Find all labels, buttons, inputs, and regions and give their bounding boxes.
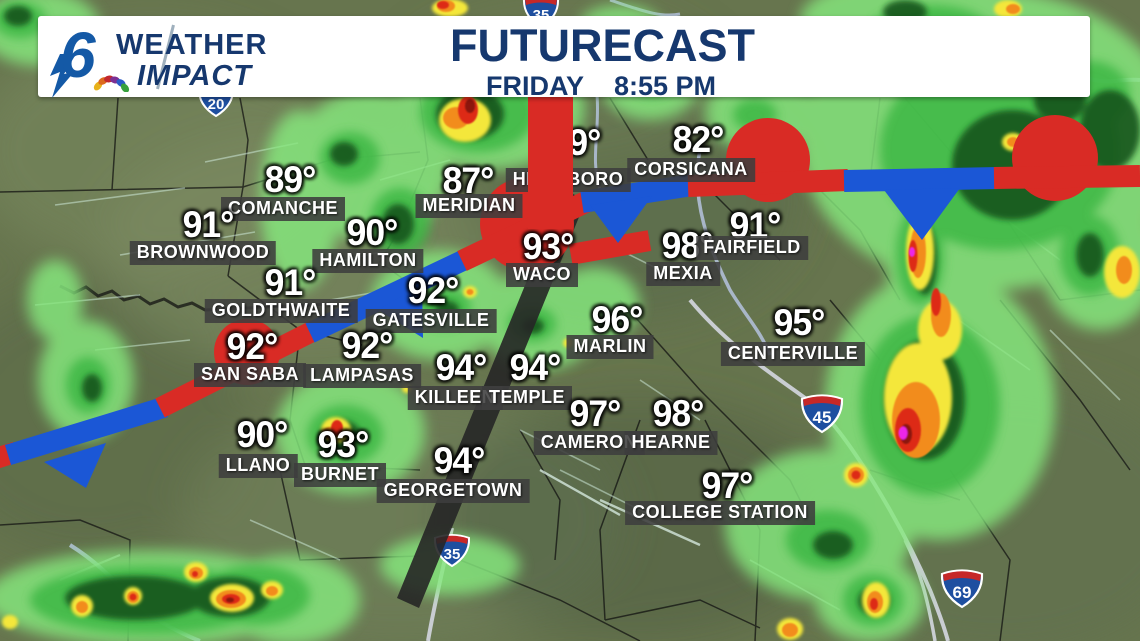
page-title: FUTURECAST [450, 20, 755, 71]
front-band-vertical [528, 96, 573, 229]
city-temperature: 97° [701, 465, 754, 506]
city-temperature: 94° [509, 347, 562, 388]
city-label: TEMPLE [481, 386, 573, 410]
city-label: MEXIA [646, 262, 720, 286]
city-temperature: 89° [264, 159, 317, 200]
city-label: GATESVILLE [365, 309, 497, 333]
city-label: MERIDIAN [415, 194, 523, 218]
city-label: LAMPASAS [303, 364, 421, 388]
city-temperature: 95° [773, 302, 826, 343]
city-label: LLANO [218, 454, 298, 478]
nbc-peacock-icon [93, 75, 130, 92]
forecast-clock: 8:55 PM [613, 71, 717, 101]
city-temperature: 94° [435, 347, 488, 388]
city-label: WACO [506, 263, 578, 287]
city-label: BURNET [294, 463, 386, 487]
front-stub-waco [568, 230, 652, 265]
forecast-time: FRIDAY 8:55 PM [430, 71, 772, 102]
svg-text:20: 20 [208, 96, 225, 113]
city-temperature: 96° [591, 299, 644, 340]
station-logo-6: 6 [60, 19, 96, 91]
city-temperature: 92° [407, 270, 460, 311]
svg-text:35: 35 [444, 546, 461, 563]
city-temperature: 94° [433, 440, 486, 481]
svg-text:45: 45 [813, 408, 832, 427]
city-label: MARLIN [566, 335, 654, 359]
city-label: COMANCHE [221, 197, 345, 221]
svg-text:69: 69 [953, 583, 972, 602]
city-label: GEORGETOWN [376, 479, 530, 503]
city-label: HAMILTON [312, 249, 424, 273]
lightning-bolt-icon [50, 54, 76, 98]
city-temperature: 82° [672, 119, 725, 160]
city-label: CORSICANA [627, 158, 755, 182]
header-banner: 6 WEATHER IMPACT FUTURECAST FRIDAY 8:55 P… [38, 16, 1090, 101]
city-label: SAN SABA [193, 363, 307, 387]
city-temperature: 93° [522, 226, 575, 267]
highway-shield-i45: 45 [800, 394, 844, 434]
brand-weather: WEATHER [116, 29, 268, 61]
city-temperature: 91° [182, 204, 235, 245]
city-temperature: 98° [652, 393, 705, 434]
city-label: CENTERVILLE [720, 342, 866, 366]
city-temperature: 90° [236, 414, 289, 455]
city-label: GOLDTHWAITE [204, 299, 358, 323]
city-temperature: 90° [346, 212, 399, 253]
brand-impact: IMPACT [137, 60, 253, 92]
city-label: HEARNE [624, 431, 718, 455]
city-temperature: 92° [226, 326, 279, 367]
city-temperature: 97° [569, 393, 622, 434]
highway-shield-i69: 69 [940, 569, 984, 609]
radar-extreme-layer [226, 99, 915, 603]
city-temperature: 92° [341, 325, 394, 366]
forecast-day: FRIDAY [485, 71, 584, 101]
city-temperature: 91° [264, 262, 317, 303]
city-label: COLLEGE STATION [625, 501, 815, 525]
city-temperature: 93° [317, 424, 370, 465]
city-label: FAIRFIELD [696, 236, 808, 260]
city-label: BROWNWOOD [129, 241, 277, 265]
